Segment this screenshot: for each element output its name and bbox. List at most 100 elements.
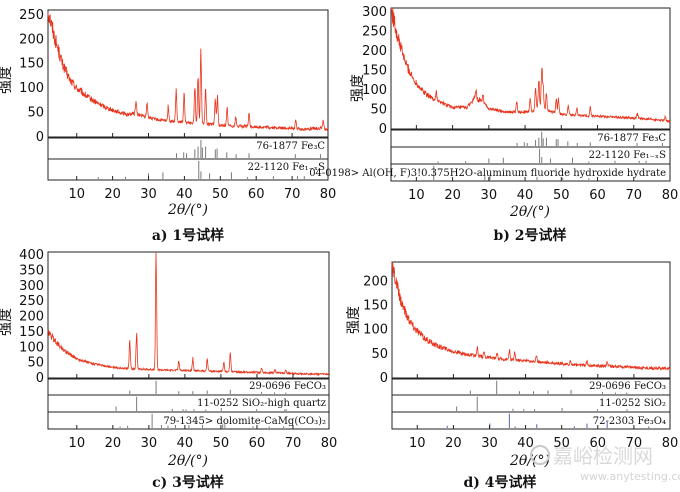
- reference-label: 04-0198> Al(OH, F)3!0.375H2O-aluminum fl…: [309, 168, 666, 179]
- xrd-pattern-line: [390, 6, 671, 123]
- x-axis-label: 2θ/(°): [509, 453, 550, 469]
- x-tick-label: 70: [284, 187, 301, 202]
- x-tick-label: 20: [445, 436, 462, 451]
- y-tick-label: 200: [19, 32, 44, 47]
- reference-strip-2: 11-0252 SiO₂: [391, 394, 671, 413]
- reference-strip-2: 11-0252 SiO₂-high quartz: [47, 394, 330, 413]
- y-tick-label: 250: [19, 8, 44, 23]
- plot-area: [390, 6, 671, 130]
- reference-lines: [469, 380, 628, 394]
- reference-frame: [391, 411, 671, 430]
- reference-label: 22-1120 Fe₁₋ₓS: [589, 150, 667, 161]
- x-tick-label: 30: [141, 436, 158, 451]
- y-tick-label: 100: [19, 340, 44, 355]
- x-tick-label: 40: [177, 436, 194, 451]
- x-tick-label: 70: [626, 436, 643, 451]
- panel-caption: c) 3号试样: [152, 474, 224, 491]
- plot-area: [391, 261, 671, 379]
- reference-lines: [437, 148, 647, 163]
- y-tick-label: 300: [19, 279, 44, 294]
- xrd-pattern-line: [391, 261, 671, 372]
- x-tick-label: 70: [285, 436, 302, 451]
- reference-label: 79-1345> dolomite-CaMg(CO₃)₂: [163, 416, 326, 427]
- x-tick-label: 70: [625, 188, 642, 203]
- y-tick-label: 250: [19, 294, 44, 309]
- y-tick-label: 200: [363, 274, 388, 289]
- x-tick-label: 80: [662, 436, 679, 451]
- y-tick-label: 100: [363, 323, 388, 338]
- panel-b: 强度 0 50 100 150 200 250 300 76-1877 Fe₃C 22-11…: [309, 5, 678, 244]
- reference-strip-2: 22-1120 Fe₁₋ₓS: [390, 146, 671, 165]
- watermark-logo-icon: [530, 445, 550, 465]
- y-tick-label: 350: [19, 263, 44, 278]
- reference-strip-1: 76-1877 Fe₃C: [390, 129, 671, 148]
- x-tick-label: 80: [321, 436, 338, 451]
- x-tick-label: 10: [408, 188, 425, 203]
- reference-frame: [47, 158, 329, 181]
- x-tick-label: 20: [444, 188, 461, 203]
- y-tick-label: 100: [362, 83, 387, 98]
- y-axis-label: 强度: [346, 306, 362, 334]
- x-tick-label: 20: [104, 187, 121, 202]
- y-tick-label: 250: [362, 24, 387, 39]
- reference-lines: [446, 413, 650, 428]
- x-tick-label: 60: [590, 436, 607, 451]
- reference-lines: [516, 131, 663, 146]
- x-tick-label: 60: [589, 188, 606, 203]
- panel-caption: d) 4号试样: [463, 474, 536, 491]
- reference-frame: [390, 163, 671, 182]
- reference-strip-1: 29-0696 FeCO₃: [47, 378, 330, 396]
- x-tick-label: 50: [553, 188, 570, 203]
- x-tick-label: 50: [553, 436, 570, 451]
- plot-frame: [47, 251, 330, 379]
- plot-frame: [47, 9, 329, 138]
- x-tick-label: 10: [409, 436, 426, 451]
- x-tick-label: 30: [481, 188, 498, 203]
- y-axis-label: 强度: [350, 74, 366, 102]
- reference-strip-1: 29-0696 FeCO₃: [391, 378, 671, 396]
- plot-area: [47, 251, 330, 379]
- watermark: 嘉峪检测网 www.anytesting.com: [530, 444, 680, 483]
- plot-frame: [390, 7, 671, 130]
- reference-lines: [129, 380, 287, 394]
- reference-label: 11-0252 SiO₂: [599, 398, 666, 409]
- x-tick-label: 50: [212, 187, 229, 202]
- watermark-url: www.anytesting.com: [580, 470, 680, 483]
- y-tick-label: 0: [379, 122, 387, 137]
- reference-label: 22-1120 Fe₁₋ₓS: [248, 162, 326, 173]
- reference-strip-3: 79-1345> dolomite-CaMg(CO₃)₂: [47, 411, 330, 430]
- x-tick-label: 80: [320, 187, 337, 202]
- panel-a: 强度 0 50 100 150 200 250 76-1877 Fe₃C 22-1120 …: [0, 8, 336, 244]
- x-tick-label: 30: [140, 187, 157, 202]
- x-tick-label: 30: [481, 436, 498, 451]
- y-tick-label: 150: [362, 63, 387, 78]
- y-tick-label: 50: [27, 356, 44, 371]
- plot-area: [47, 9, 329, 138]
- x-tick-label: 40: [517, 436, 534, 451]
- x-axis-label: 2θ/(°): [167, 202, 208, 218]
- xrd-pattern-line: [47, 11, 329, 132]
- plot-frame: [391, 261, 671, 379]
- y-tick-label: 150: [363, 299, 388, 314]
- xrd-pattern-line: [47, 251, 330, 377]
- y-tick-label: 200: [362, 44, 387, 59]
- reference-strip-2: 22-1120 Fe₁₋ₓS: [47, 158, 329, 181]
- x-tick-label: 40: [517, 188, 534, 203]
- y-tick-label: 200: [19, 310, 44, 325]
- x-axis-label: 2θ/(°): [167, 453, 208, 469]
- reference-lines: [433, 165, 590, 180]
- y-axis-label: 强度: [0, 66, 14, 94]
- x-ticks: 10 20 30 40 50 60 70 80: [69, 374, 338, 451]
- x-ticks: 10 20 30 40 50 60 70 80: [408, 125, 678, 203]
- y-ticks: 0 50 100 150 200 250 300: [362, 5, 395, 137]
- x-tick-label: 40: [176, 187, 193, 202]
- x-axis-label: 2θ/(°): [509, 204, 550, 220]
- panel-caption: a) 1号试样: [152, 227, 224, 244]
- x-tick-label: 10: [68, 187, 85, 202]
- y-tick-label: 50: [370, 102, 387, 117]
- y-tick-label: 300: [362, 5, 387, 20]
- x-tick-label: 20: [105, 436, 122, 451]
- reference-frame: [47, 411, 330, 430]
- x-tick-label: 10: [69, 436, 86, 451]
